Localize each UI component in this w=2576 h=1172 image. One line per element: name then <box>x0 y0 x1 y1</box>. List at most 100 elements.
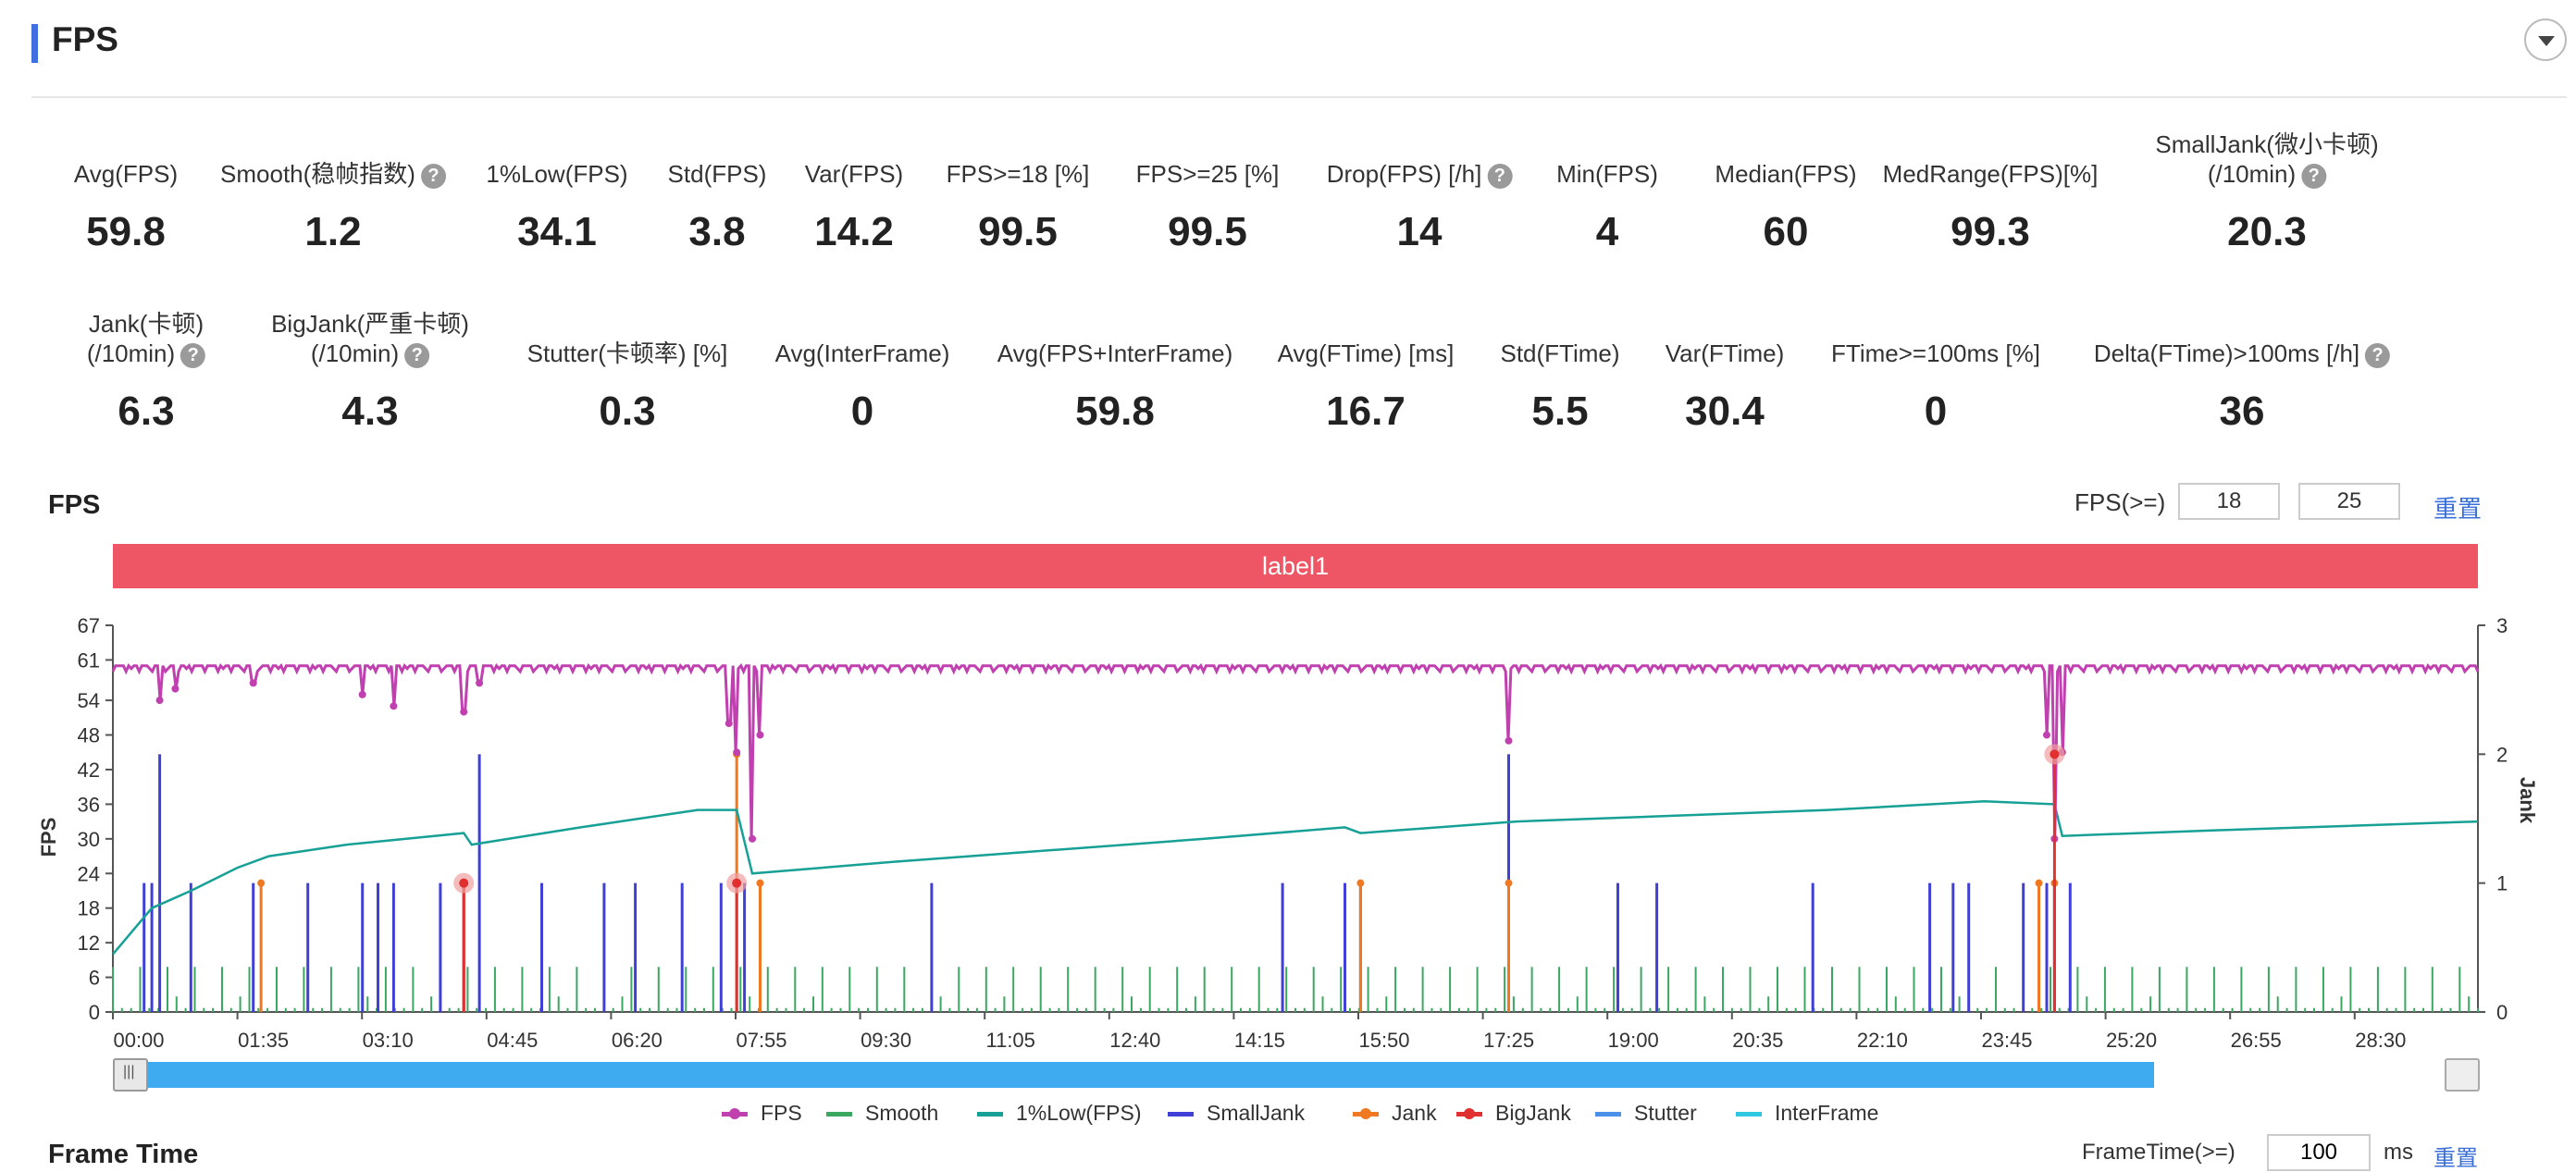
scroller-handle-left[interactable] <box>113 1058 148 1092</box>
bigjank-point <box>732 878 742 888</box>
stat-stats_row1-1: Smooth(稳帧指数)? 1.2 <box>220 130 446 255</box>
stat-stats_row2-0: Jank(卡顿) (/10min)? 6.3 <box>86 309 206 435</box>
stat-label-text: FPS>=18 [%] <box>946 160 1090 188</box>
legend-label: BigJank <box>1495 1101 1571 1125</box>
stat-label-line1: Min(FPS) <box>1556 159 1658 189</box>
fps-point <box>390 702 398 710</box>
stat-label: Min(FPS) <box>1556 130 1658 189</box>
x-tick-label: 09:30 <box>861 1029 911 1052</box>
stat-stats_row1-3: Std(FPS) 3.8 <box>668 130 767 255</box>
legend-label: Jank <box>1392 1101 1437 1125</box>
y2-axis-title: Jank <box>2516 777 2539 824</box>
label-band[interactable]: label1 <box>113 544 2478 588</box>
stat-label-line1: Avg(FPS+InterFrame) <box>997 339 1233 368</box>
stat-label-text: 1%Low(FPS) <box>486 160 628 188</box>
collapse-button[interactable] <box>2524 19 2567 61</box>
stat-stats_row2-9: Delta(FTime)>100ms [/h]? 36 <box>2094 309 2391 435</box>
legend-label: 1%Low(FPS) <box>1016 1101 1142 1125</box>
stat-stats_row1-0: Avg(FPS) 59.8 <box>74 130 178 255</box>
stat-value: 36 <box>2219 389 2265 434</box>
scroller-range[interactable] <box>113 1062 2154 1088</box>
stat-label-text: Avg(InterFrame) <box>774 339 950 367</box>
panel-title: FPS <box>52 20 118 58</box>
stat-label: MedRange(FPS)[%] <box>1883 130 2099 189</box>
stat-label: Avg(FPS) <box>74 130 178 189</box>
legend-swatch-icon <box>1168 1112 1194 1117</box>
legend-label: Smooth <box>865 1101 939 1125</box>
stat-label-line1: Avg(FTime) [ms] <box>1278 339 1455 368</box>
legend-swatch-icon <box>826 1112 852 1117</box>
fps-point <box>155 697 164 705</box>
stat-label-text: Avg(FPS) <box>73 160 179 188</box>
bigjank-point <box>2050 749 2060 759</box>
x-tick-label: 14:15 <box>1234 1029 1285 1052</box>
stat-label-text: Avg(FPS+InterFrame) <box>997 339 1233 367</box>
help-icon[interactable]: ? <box>1487 163 1513 189</box>
legend-item-1-low-fps-[interactable]: 1%Low(FPS) <box>977 1101 1141 1126</box>
stat-label-line1: FPS>=25 [%] <box>1136 159 1280 189</box>
help-icon[interactable]: ? <box>420 163 446 189</box>
stat-label-text: Stutter(卡顿率) [%] <box>526 339 728 367</box>
stat-label: FPS>=18 [%] <box>947 130 1090 189</box>
stat-label: Std(FTime) <box>1500 309 1619 368</box>
stat-stats_row2-7: Var(FTime) 30.4 <box>1666 309 1785 435</box>
legend-item-smooth[interactable]: Smooth <box>826 1101 938 1126</box>
fps-threshold-input-2[interactable] <box>2298 483 2400 520</box>
x-tick-label: 26:55 <box>2231 1029 2282 1052</box>
legend-swatch-icon <box>722 1108 748 1120</box>
stat-label-unit: (/10min) <box>86 339 176 367</box>
fps-reset-link[interactable]: 重置 <box>2434 495 2483 523</box>
stat-stats_row1-2: 1%Low(FPS) 34.1 <box>486 130 627 255</box>
scroller-handle-right[interactable] <box>2445 1058 2480 1092</box>
stat-value: 59.8 <box>86 209 166 254</box>
jank-point <box>2035 879 2043 887</box>
legend-item-interframe[interactable]: InterFrame <box>1736 1101 1878 1126</box>
x-tick-label: 15:50 <box>1358 1029 1409 1052</box>
stat-label: Avg(FPS+InterFrame) <box>997 309 1233 368</box>
stat-label-line1: Delta(FTime)>100ms [/h]? <box>2094 339 2391 368</box>
stat-label: Delta(FTime)>100ms [/h]? <box>2094 309 2391 368</box>
x-tick-label: 25:20 <box>2106 1029 2157 1052</box>
stat-stats_row2-3: Avg(InterFrame) 0 <box>775 309 950 435</box>
stat-label: Smooth(稳帧指数)? <box>220 130 446 189</box>
fps-threshold-input-1[interactable] <box>2178 483 2280 520</box>
frametime-unit: ms <box>2384 1140 2413 1165</box>
frametime-reset-link[interactable]: 重置 <box>2434 1146 2478 1171</box>
stat-label-line1: SmallJank(微小卡顿) <box>2155 130 2378 159</box>
help-icon[interactable]: ? <box>2365 342 2391 368</box>
legend-item-bigjank[interactable]: BigJank <box>1456 1101 1571 1126</box>
fps-section-title: FPS <box>48 490 101 520</box>
stat-value: 16.7 <box>1326 389 1406 434</box>
help-icon[interactable]: ? <box>404 342 430 368</box>
fps-point <box>460 708 468 716</box>
help-icon[interactable]: ? <box>180 342 206 368</box>
stat-label: FTime>=100ms [%] <box>1831 309 2040 368</box>
stat-label-line1: Std(FTime) <box>1500 339 1619 368</box>
help-icon[interactable]: ? <box>2301 163 2327 189</box>
stat-label: Median(FPS) <box>1715 130 1856 189</box>
legend-item-jank[interactable]: Jank <box>1353 1101 1437 1126</box>
fps-point <box>749 834 757 843</box>
frametime-threshold-label: FrameTime(>=) <box>2082 1140 2235 1165</box>
stat-value: 20.3 <box>2227 209 2307 254</box>
stat-label-line1: Smooth(稳帧指数)? <box>220 159 446 189</box>
series-smooth <box>112 967 2479 1012</box>
x-tick-label: 19:00 <box>1608 1029 1659 1052</box>
stat-label: Jank(卡顿) (/10min)? <box>86 309 206 368</box>
y-tick-label: 24 <box>78 862 100 885</box>
stat-label-line1: BigJank(严重卡顿) <box>271 309 469 339</box>
stat-stats_row1-9: Median(FPS) 60 <box>1715 130 1856 255</box>
legend-item-smalljank[interactable]: SmallJank <box>1168 1101 1305 1126</box>
stat-value: 0 <box>1924 389 1948 434</box>
stat-label-text: Drop(FPS) [/h] <box>1326 160 1482 188</box>
stat-label-line1: Avg(FPS) <box>74 159 178 189</box>
y-tick-label: 54 <box>78 689 100 712</box>
legend-item-stutter[interactable]: Stutter <box>1595 1101 1697 1126</box>
legend-swatch-icon <box>977 1112 1003 1117</box>
x-tick-label: 06:20 <box>612 1029 663 1052</box>
stat-value: 30.4 <box>1685 389 1765 434</box>
frametime-threshold-input[interactable] <box>2267 1134 2371 1171</box>
legend-item-fps[interactable]: FPS <box>722 1101 802 1126</box>
stat-label-line1: MedRange(FPS)[%] <box>1883 159 2099 189</box>
